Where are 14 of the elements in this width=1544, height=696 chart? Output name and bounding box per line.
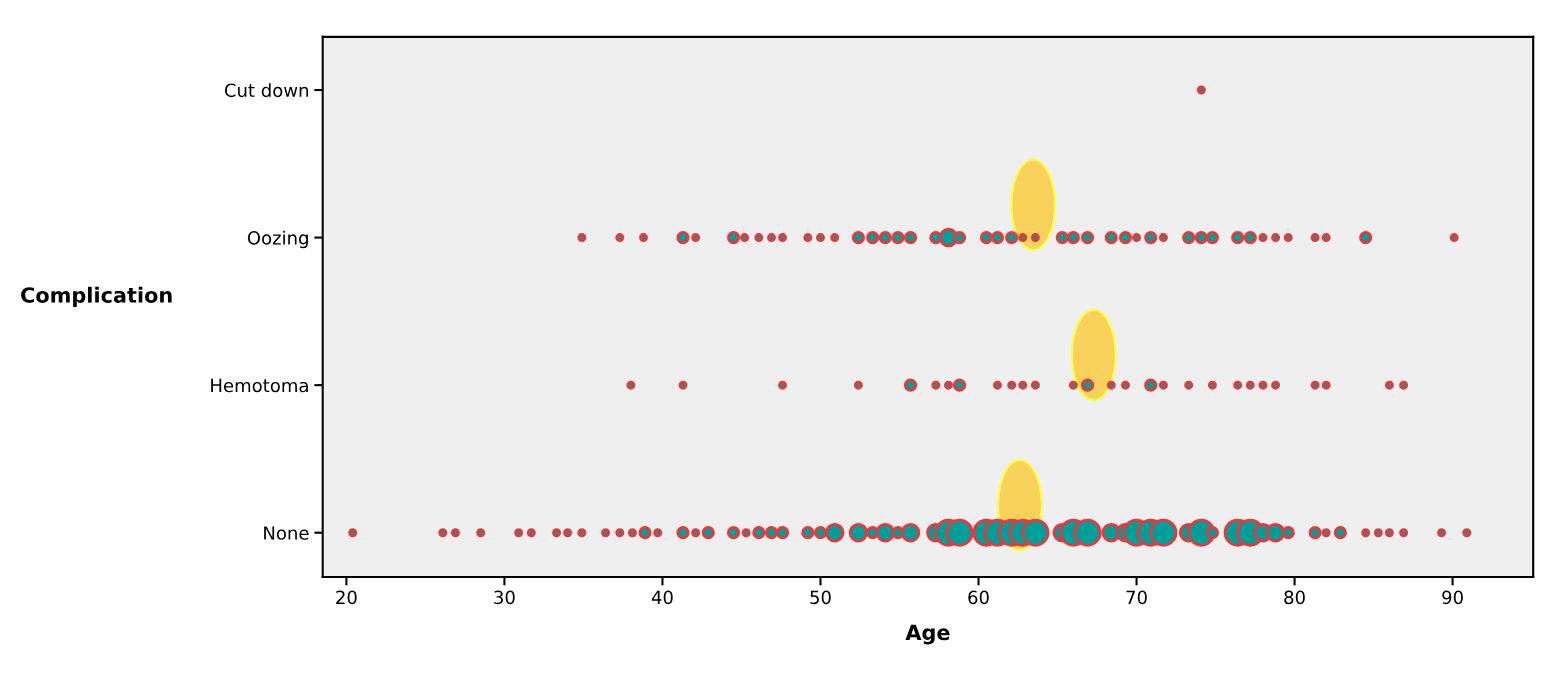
y-axis-title: Complication: [21, 286, 172, 307]
y-tick-label: Oozing: [247, 230, 308, 249]
x-tick-label: 60: [968, 590, 989, 605]
x-tick-label: 40: [651, 590, 673, 605]
x-tick-label: 20: [336, 590, 357, 605]
y-tick-label: Cut down: [224, 83, 308, 98]
x-axis-title: Age: [905, 624, 950, 645]
y-tick-label: Hemotoma: [211, 378, 308, 393]
x-tick-label: 80: [1284, 590, 1305, 605]
x-tick-label: 70: [1126, 590, 1147, 605]
x-tick-label: 90: [1442, 590, 1463, 605]
x-tick-label: 50: [810, 590, 831, 605]
x-tick-label: 30: [494, 590, 515, 605]
y-tick-label: None: [264, 526, 309, 540]
